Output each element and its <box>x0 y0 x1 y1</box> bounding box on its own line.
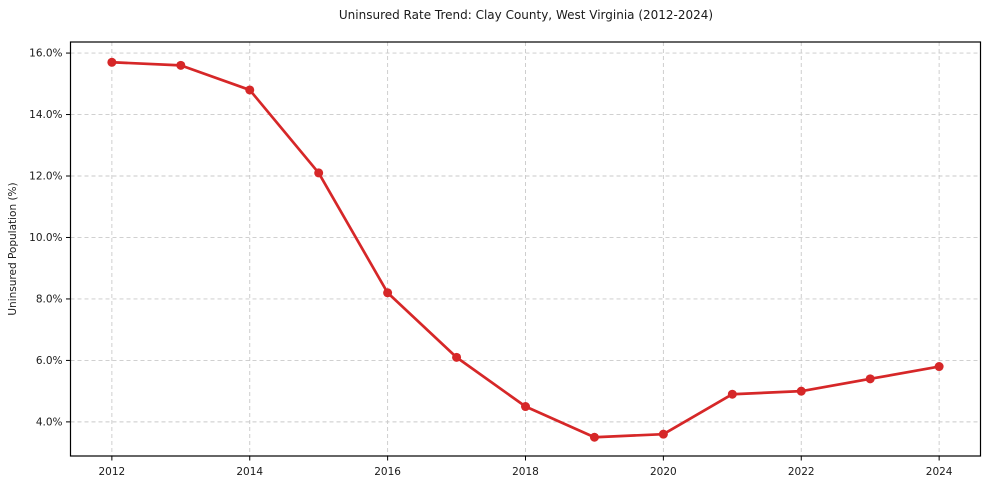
y-tick-label: 10.0% <box>29 232 62 244</box>
data-point-2020 <box>658 429 668 439</box>
x-tick-label: 2024 <box>926 466 953 478</box>
data-point-2017 <box>452 352 462 362</box>
data-point-2013 <box>176 60 186 70</box>
y-tick-label: 16.0% <box>29 48 62 60</box>
data-point-2012 <box>107 57 117 67</box>
data-point-2023 <box>865 374 875 384</box>
y-tick-label: 12.0% <box>29 171 62 183</box>
data-point-2022 <box>796 386 806 396</box>
x-tick-label: 2014 <box>236 466 263 478</box>
x-tick-label: 2018 <box>512 466 539 478</box>
data-point-2024 <box>934 362 944 372</box>
x-tick-label: 2016 <box>374 466 401 478</box>
data-point-2015 <box>314 168 324 178</box>
data-point-2016 <box>383 288 393 298</box>
data-point-2019 <box>589 432 599 442</box>
y-tick-label: 4.0% <box>36 416 63 428</box>
data-point-2018 <box>521 402 530 412</box>
x-tick-label: 2012 <box>98 466 125 478</box>
data-point-2021 <box>727 389 737 399</box>
y-tick-label: 14.0% <box>29 109 62 121</box>
y-tick-label: 8.0% <box>36 293 63 305</box>
data-point-2014 <box>245 85 255 95</box>
chart-title: Uninsured Rate Trend: Clay County, West … <box>338 8 714 22</box>
x-tick-label: 2022 <box>788 466 815 478</box>
y-tick-label: 6.0% <box>36 355 63 367</box>
x-tick-label: 2020 <box>650 466 677 478</box>
